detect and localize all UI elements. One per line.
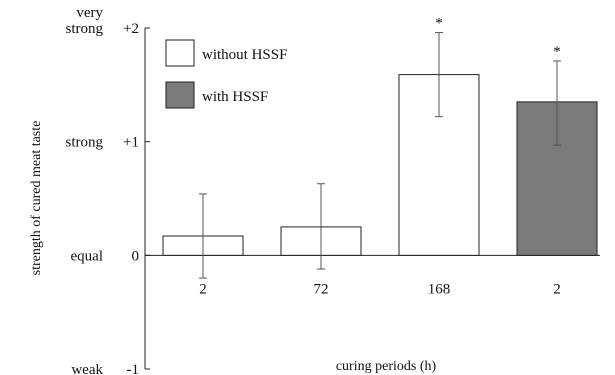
y-tick-label: +1 (123, 135, 139, 151)
x-tick-label: 2 (199, 281, 207, 297)
legend-swatch (165, 81, 195, 109)
legend-swatch (165, 39, 195, 67)
x-tick-label: 72 (314, 281, 329, 297)
legend-label: with HSSF (202, 89, 268, 105)
y-tick-label: 0 (132, 248, 140, 264)
significance-marker: * (553, 44, 561, 60)
x-tick-label: 2 (553, 281, 561, 297)
y-tick-word: very strong (66, 5, 104, 37)
legend: without HSSF with HSSF (165, 39, 287, 109)
x-axis-title: curing periods (h) (336, 359, 437, 374)
x-tick-label: 168 (428, 281, 451, 297)
bars: 2 72 * 168 * 2 (162, 16, 598, 297)
y-tick-word: strong (66, 135, 104, 151)
y-tick-label: +2 (123, 21, 139, 37)
y-tick-label: -1 (127, 362, 140, 375)
legend-label: without HSSF (202, 47, 287, 63)
significance-marker: * (435, 16, 443, 32)
y-tick-word: equal (71, 248, 103, 264)
y-axis-title: strength of cured meat taste (29, 121, 44, 276)
y-tick-word: weak (71, 362, 103, 375)
